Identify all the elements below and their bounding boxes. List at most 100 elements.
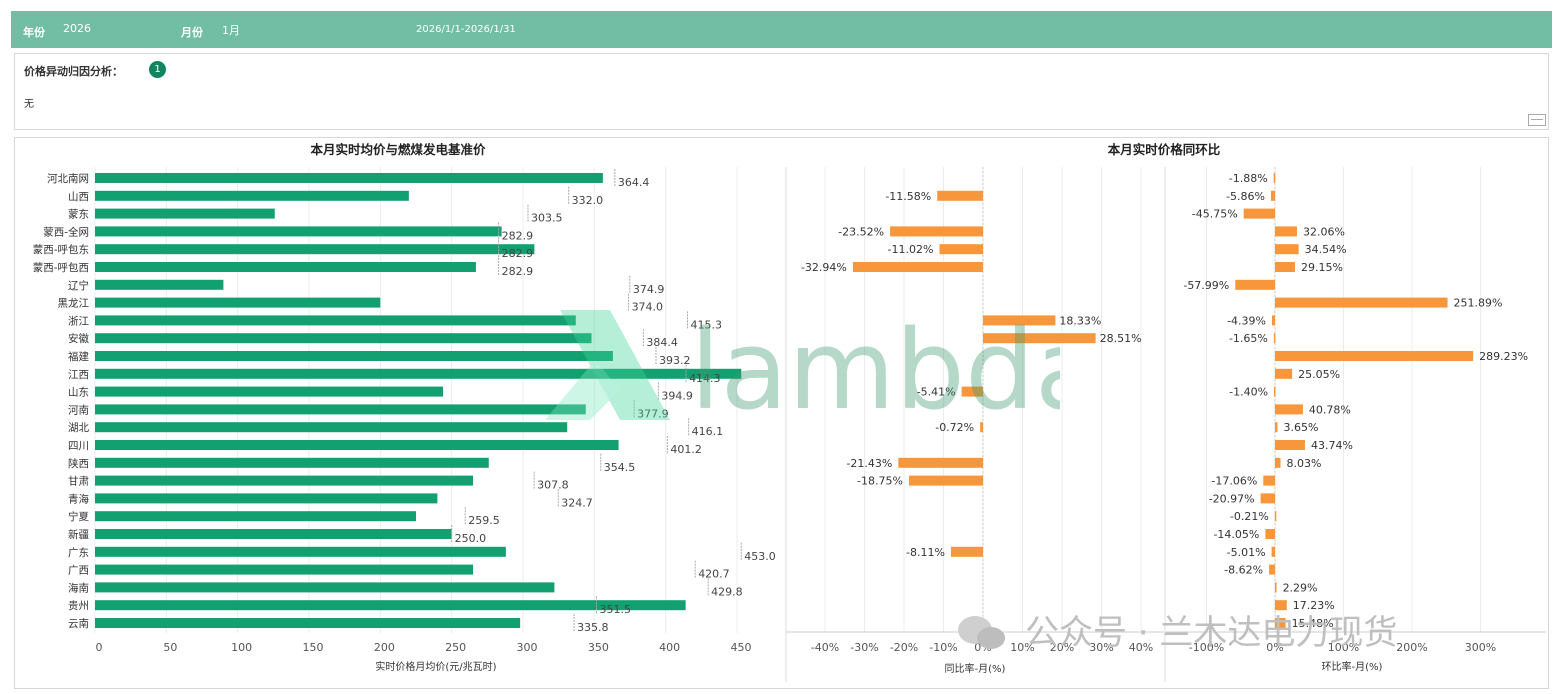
chart2-tick-label: 10% <box>1010 641 1034 654</box>
analysis-title: 价格异动归因分析： <box>24 65 123 78</box>
chart1-x-axis-label: 实时价格月均价(元/兆瓦时) <box>375 660 496 673</box>
chart1-benchmark-label: 384.4 <box>646 336 678 349</box>
chart1-tick-label: 300 <box>517 641 538 654</box>
chart3-data-label: -5.86% <box>1226 190 1265 203</box>
chart2-title: 本月实时价格同环比 <box>1108 142 1221 157</box>
chart3-bar <box>1270 190 1275 201</box>
chart2-bar <box>890 226 983 237</box>
chart2-bar <box>980 422 983 433</box>
chart1-category-label: 蒙东 <box>68 208 89 221</box>
chart3-data-label: -1.65% <box>1229 332 1268 345</box>
chart3-bar <box>1275 226 1297 237</box>
chart1-benchmark-label: 394.9 <box>661 390 693 403</box>
chart1-category-label: 江西 <box>68 369 89 381</box>
chart3-bar <box>1275 262 1295 272</box>
chart3-data-label: 3.65% <box>1284 421 1319 434</box>
chart1-bar <box>95 529 452 539</box>
wechat-watermark: 公众号 · 兰木达电力现货 <box>958 613 1397 653</box>
chart1-bar <box>95 351 613 361</box>
chart3-bar <box>1275 457 1281 468</box>
chart1-bar <box>95 226 502 237</box>
chart1-tick-label: 200 <box>374 641 395 654</box>
chart3-bar <box>1275 244 1299 255</box>
chart2-bar <box>939 244 983 255</box>
year-select[interactable]: 2026 <box>63 22 91 35</box>
chart2-data-label: 18.33% <box>1059 314 1101 327</box>
chart1-benchmark-label: 282.9 <box>502 229 534 242</box>
chart1-tick-label: 250 <box>445 641 466 654</box>
chart1-benchmark-label: 259.5 <box>468 514 500 527</box>
chart1-category-label: 黑龙江 <box>58 297 90 310</box>
chart2-bar <box>908 475 983 486</box>
chart2-tick-label: 30% <box>1089 641 1113 654</box>
chart1-bar <box>95 173 603 183</box>
chart1-category-label: 甘肃 <box>68 475 89 488</box>
chart3-data-label: -1.40% <box>1229 386 1268 399</box>
chart1-bar <box>95 475 474 486</box>
chart3-bar <box>1275 440 1305 450</box>
chart2-data-label: -18.75% <box>857 475 903 488</box>
date-range: 2026/1/1-2026/1/31 <box>416 24 516 35</box>
chart1-bar <box>95 546 506 557</box>
chart3-bar <box>1271 315 1275 326</box>
chart3-bar <box>1275 618 1286 628</box>
chart3-tick-label: 0% <box>1266 641 1283 654</box>
chart3-tick-label: 300% <box>1465 641 1496 654</box>
chart2-data-label: -21.43% <box>846 457 892 470</box>
chart3-bar <box>1271 546 1275 557</box>
chart1-benchmark-label: 282.9 <box>502 265 534 278</box>
chart1-bar <box>95 190 409 201</box>
chart1-benchmark-label: 416.1 <box>692 425 724 438</box>
chart3-data-label: -8.62% <box>1224 564 1263 577</box>
chart3-bar <box>1274 511 1277 522</box>
chart1-bar <box>95 564 474 575</box>
chart1-bar <box>95 600 686 611</box>
chart2-tick-label: 40% <box>1129 641 1153 654</box>
chart2-tick-label: -30% <box>850 641 878 654</box>
chart3-data-label: 8.03% <box>1287 457 1322 470</box>
chart2-bar <box>852 262 983 272</box>
chart3-bar <box>1275 297 1448 308</box>
chart2-tick-label: -10% <box>929 641 957 654</box>
chart3-bar <box>1243 208 1275 219</box>
watermark-text: lambda <box>690 306 1060 430</box>
chart1-bar <box>95 618 521 628</box>
chart2-bar <box>898 457 983 468</box>
chart3-data-label: 43.74% <box>1311 439 1353 452</box>
chart3-bar <box>1274 386 1276 397</box>
chart1-benchmark-label: 401.2 <box>670 443 702 456</box>
chart1-bar <box>95 368 742 379</box>
info-badge[interactable]: 1 <box>149 61 166 78</box>
chart1-category-label: 湖北 <box>68 422 89 434</box>
chart1-category-label: 海南 <box>68 581 89 594</box>
chart3-data-label: -17.06% <box>1211 475 1257 488</box>
chart1-category-label: 青海 <box>68 492 89 505</box>
chart3-tick-label: 100% <box>1328 641 1359 654</box>
chart2-data-label: -8.11% <box>906 546 945 559</box>
chart1-bar <box>95 440 619 450</box>
chart3-data-label: 251.89% <box>1454 297 1503 310</box>
month-label: 月份 <box>181 26 203 39</box>
chart1-benchmark-label: 307.8 <box>537 479 569 492</box>
chart3-data-label: -5.01% <box>1227 546 1266 559</box>
chart1-benchmark-label: 351.5 <box>599 603 631 616</box>
chart1-tick-label: 150 <box>303 641 324 654</box>
expand-icon[interactable] <box>1528 114 1546 126</box>
chart1-category-label: 河北南网 <box>47 172 89 185</box>
chart3-bar <box>1263 475 1275 486</box>
chart1-category-label: 蒙西-全网 <box>43 225 89 238</box>
chart2-x-axis-label: 同比率-月(%) <box>945 662 1006 675</box>
chart1-benchmark-label: 453.0 <box>744 550 776 563</box>
chart1-tick-label: 50 <box>163 641 177 654</box>
chart1-bar <box>95 386 444 397</box>
chart3-data-label: 29.15% <box>1301 261 1343 274</box>
chart1-bar <box>95 244 535 255</box>
month-select[interactable]: 1月 <box>222 24 240 37</box>
chart3-bar <box>1275 582 1277 593</box>
chart1-bar <box>95 208 275 219</box>
chart1-benchmark-label: 324.7 <box>561 496 593 509</box>
chart1-category-label: 宁夏 <box>68 510 89 523</box>
chart1-bar <box>95 262 476 272</box>
chart3-bar <box>1269 564 1275 575</box>
chart1-benchmark-label: 393.2 <box>659 354 691 367</box>
